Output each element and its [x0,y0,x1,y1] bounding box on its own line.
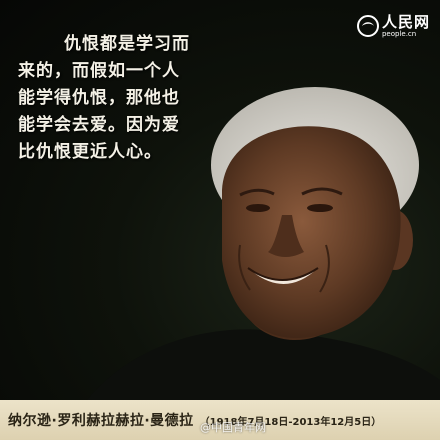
people-cn-logo: 人民网 people.cn [357,12,430,40]
logo-chinese-text: 人民网 [382,14,430,30]
quote-line: 比仇恨更近人心。 [18,139,218,166]
people-logo-icon [357,15,379,37]
quote-line: 能学得仇恨，那他也 [18,85,218,112]
quote-text: 仇恨都是学习而 来的，而假如一个人 能学得仇恨，那他也 能学会去爱。因为爱 比仇… [18,31,218,166]
source-watermark: @中国青年网 [200,419,266,435]
quote-line: 能学会去爱。因为爱 [18,112,218,139]
quote-line: 来的，而假如一个人 [18,58,218,85]
logo-english-text: people.cn [382,30,416,38]
person-name: 纳尔逊·罗利赫拉赫拉·曼德拉 [8,410,194,430]
quote-line: 仇恨都是学习而 [18,31,218,58]
